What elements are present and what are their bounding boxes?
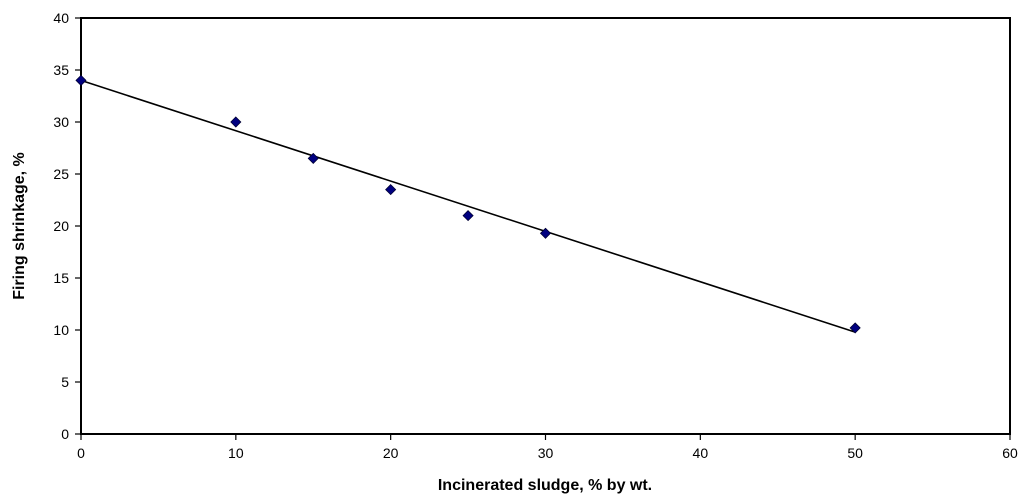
y-axis: 0 5 10 15 20 25 30 35 40 [53, 10, 81, 442]
y-tick-label: 25 [53, 166, 69, 182]
data-point-diamond [462, 210, 474, 222]
y-tick-label: 0 [61, 426, 69, 442]
data-points [75, 74, 861, 334]
y-tick-label: 10 [53, 322, 69, 338]
data-point-diamond [385, 184, 397, 196]
y-tick-label: 5 [61, 374, 69, 390]
y-tick-label: 40 [53, 10, 69, 26]
data-point-diamond [539, 227, 552, 239]
data-point-diamond [230, 116, 242, 128]
y-tick-label: 15 [53, 270, 69, 286]
y-tick-label: 20 [53, 218, 69, 234]
linear-trendline [80, 79, 856, 333]
x-tick-label: 30 [538, 445, 554, 461]
plot-area-frame [80, 17, 1011, 435]
y-tick-label: 30 [53, 114, 69, 130]
y-tick-label: 35 [53, 62, 69, 78]
x-tick-label: 50 [847, 445, 863, 461]
x-tick-label: 0 [77, 445, 85, 461]
x-axis: 0 10 20 30 40 50 60 [77, 434, 1018, 461]
data-point-diamond [307, 152, 319, 164]
x-tick-label: 40 [693, 445, 709, 461]
data-point-diamond [75, 74, 87, 86]
x-tick-label: 10 [228, 445, 244, 461]
x-tick-label: 60 [1002, 445, 1018, 461]
x-tick-label: 20 [383, 445, 399, 461]
x-axis-title: Incinerated sludge, % by wt. [438, 477, 652, 494]
y-axis-title: Firing shrinkage, % [11, 152, 28, 300]
data-point-diamond [849, 322, 861, 334]
